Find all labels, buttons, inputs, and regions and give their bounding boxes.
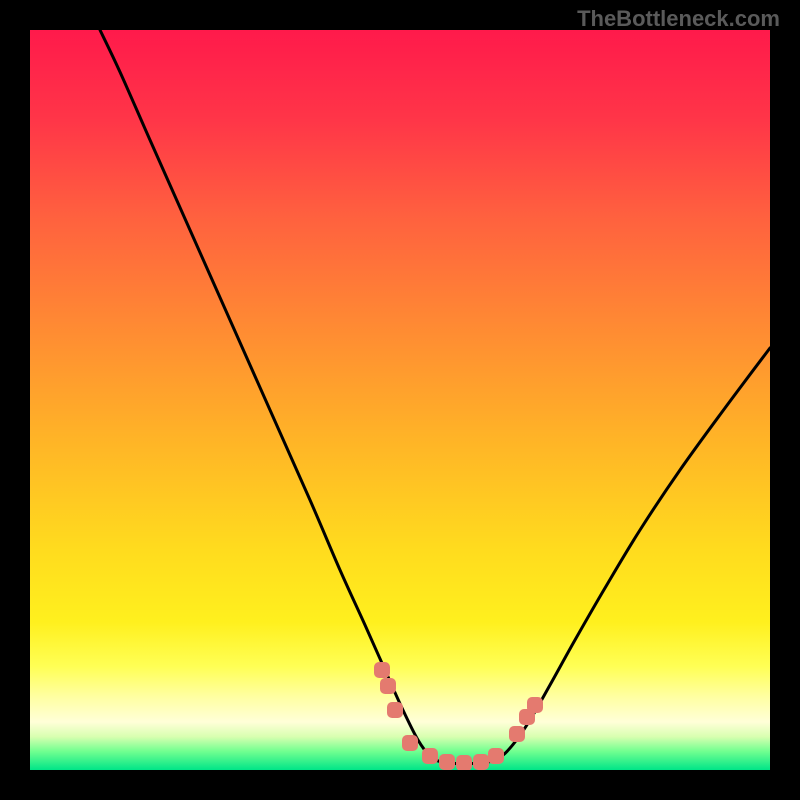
- curve-marker: [473, 754, 489, 770]
- curve-marker: [380, 678, 396, 694]
- watermark-text: TheBottleneck.com: [577, 6, 780, 32]
- curve-marker: [456, 755, 472, 770]
- curve-marker: [488, 748, 504, 764]
- curve-marker: [422, 748, 438, 764]
- curve-marker: [509, 726, 525, 742]
- bottleneck-curve: [30, 30, 770, 770]
- curve-marker: [402, 735, 418, 751]
- curve-marker: [527, 697, 543, 713]
- plot-area: [30, 30, 770, 770]
- curve-marker: [374, 662, 390, 678]
- curve-marker: [439, 754, 455, 770]
- curve-marker: [387, 702, 403, 718]
